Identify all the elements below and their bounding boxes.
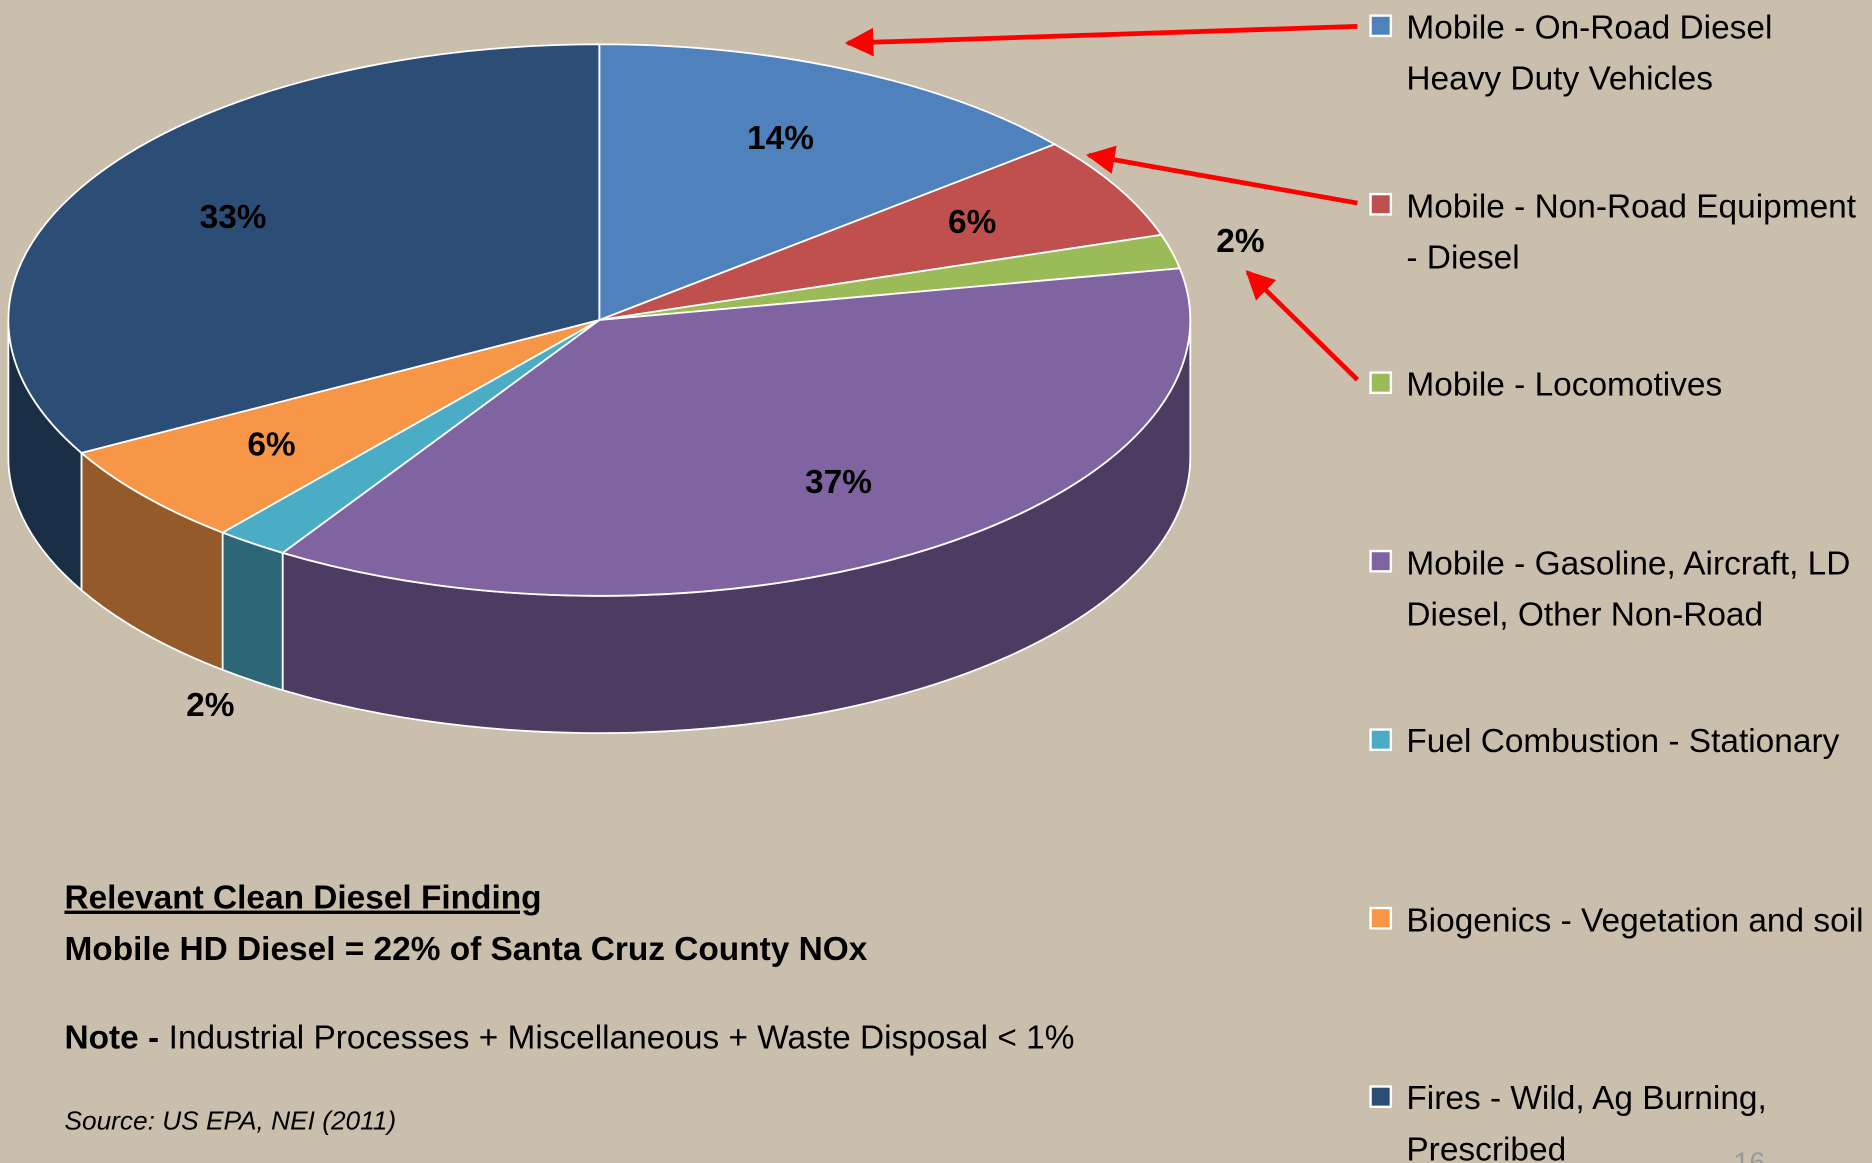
legend-entry: Fuel Combustion - Stationary [1406,722,1840,760]
legend-swatch [1369,728,1393,752]
pie [7,43,1192,735]
finding-text: Mobile HD Diesel = 22% of Santa Cruz Cou… [64,931,867,968]
value-label: 33% [200,199,267,236]
note-text: Industrial Processes + Miscellaneous + W… [169,1019,1075,1056]
slice [598,43,1057,322]
slice [599,143,1163,321]
legend-swatch [1369,1085,1393,1109]
legend-entry: Mobile - Locomotives [1406,365,1723,403]
note-label: Note - [64,1019,159,1056]
legend-label: Mobile - Non-Road Equipment - Diesel [1406,186,1857,276]
value-label: 37% [805,464,872,501]
legend-swatch [1369,14,1393,38]
legend-swatch [1369,906,1393,930]
legend-label: Fuel Combustion - Stationary [1406,722,1840,760]
legend-entry: Biogenics - Vegetation and soil [1406,900,1864,938]
slice [280,267,1192,597]
legend-label: Biogenics - Vegetation and soil [1406,900,1864,938]
finding-title: Relevant Clean Diesel Finding [64,880,541,917]
slice [7,43,601,454]
legend-label: Mobile - Gasoline, Aircraft, LD Diesel, … [1406,543,1851,633]
page-number: 16 [1734,1147,1766,1163]
legend-swatch [1369,549,1393,573]
legend: Mobile - On-Road Diesel Heavy Duty Vehic… [1369,8,1864,1163]
legend-label: Mobile - Locomotives [1406,365,1723,403]
source: Source: US EPA, NEI (2011) [64,1105,396,1135]
legend-swatch [1369,192,1393,216]
legend-entry: Mobile - On-Road Diesel Heavy Duty Vehic… [1406,8,1773,97]
arrow [844,23,1358,57]
arrow [1245,270,1360,382]
slice-side [221,531,284,692]
value-label: 6% [948,204,996,241]
arrow [1085,145,1358,206]
value-label: 2% [1216,223,1264,260]
legend-label: Mobile - On-Road Diesel Heavy Duty Vehic… [1406,8,1773,97]
arrows [844,23,1360,382]
value-label: 14% [747,120,814,157]
value-label: 2% [186,687,234,724]
note: Note - Industrial Processes + Miscellaneo… [64,1019,1074,1056]
legend-entry: Mobile - Gasoline, Aircraft, LD Diesel, … [1406,543,1851,633]
value-labels: 14% 6% 2% 37% 2% 6% 33% [186,120,1264,724]
legend-label: Fires - Wild, Ag Burning, Prescribed [1406,1079,1767,1163]
legend-entry: Fires - Wild, Ag Burning, Prescribed [1406,1079,1767,1163]
slice [79,319,600,534]
legend-swatch [1369,371,1393,395]
value-label: 6% [247,426,295,463]
legend-entry: Mobile - Non-Road Equipment - Diesel [1406,186,1857,276]
